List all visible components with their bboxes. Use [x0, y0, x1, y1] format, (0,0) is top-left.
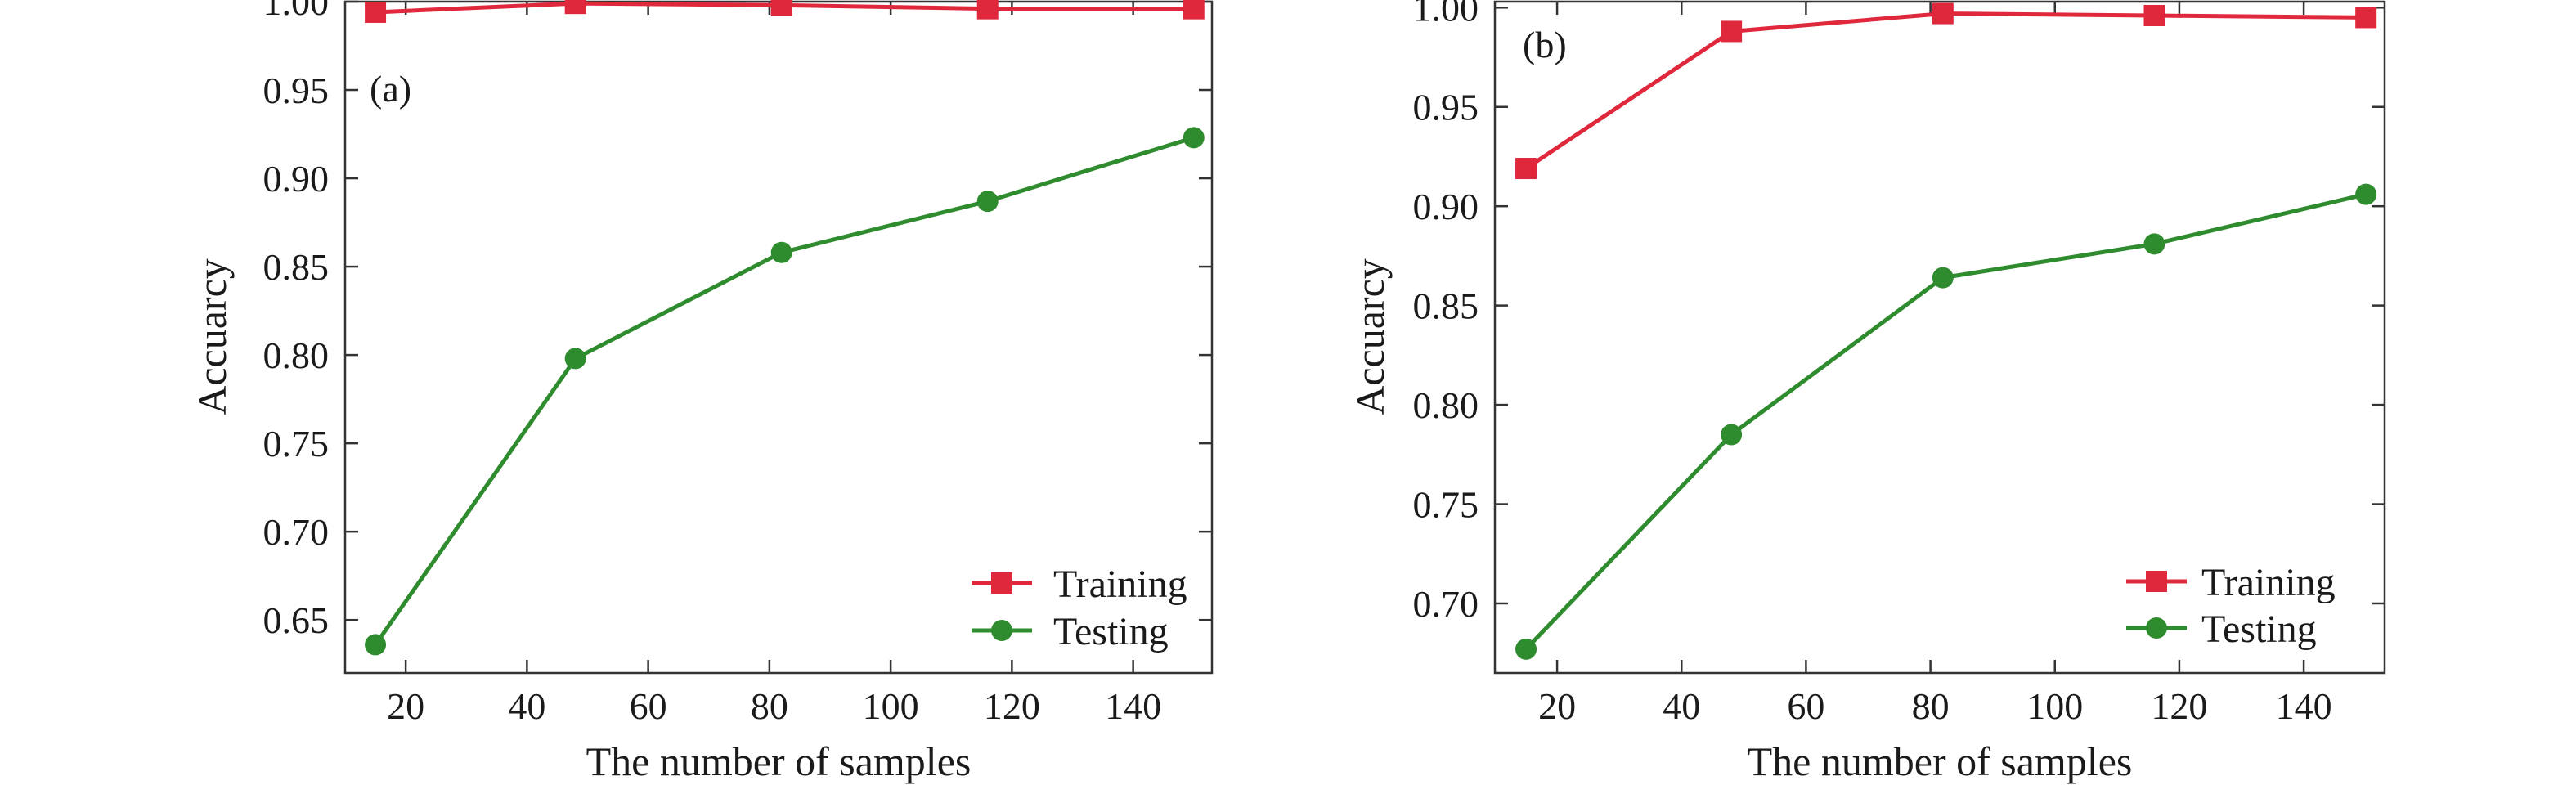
axis-ticks	[1495, 2, 2385, 673]
data-point-training	[1183, 0, 1205, 20]
legend-item-testing: Testing	[972, 610, 1169, 653]
y-tick-label: 0.80	[263, 334, 330, 376]
legend-marker-testing	[991, 620, 1012, 641]
data-point-training	[770, 0, 792, 16]
y-tick-label: 0.75	[1413, 484, 1479, 526]
legend-marker-training	[2146, 571, 2167, 592]
x-axis-title: The number of samples	[586, 738, 972, 784]
legend: Training Testing	[972, 563, 1187, 653]
data-point-testing	[1932, 267, 1954, 289]
data-point-testing	[365, 634, 387, 656]
y-tick-label: 0.85	[1413, 285, 1479, 327]
data-point-testing	[770, 241, 792, 263]
x-tick-label: 100	[2026, 685, 2083, 727]
y-tick-label: 0.90	[263, 158, 330, 200]
data-point-training	[1932, 2, 1954, 25]
x-tick-label: 80	[1912, 685, 1950, 727]
x-tick-label: 140	[1105, 685, 1161, 727]
legend-item-training: Training	[972, 563, 1187, 606]
y-tick-label: 0.85	[263, 246, 330, 288]
series-group	[1515, 2, 2377, 660]
series-group	[365, 0, 1205, 656]
x-tick-label: 40	[508, 685, 545, 727]
x-tick-label: 100	[863, 685, 919, 727]
y-tick-label: 0.90	[1413, 186, 1479, 227]
chart-panel-a: 20 40 60 80 100 120 140 0.650.700.750.800.850.…	[189, 0, 1214, 784]
y-tick-labels: 0.70 0.75 0.80 0.85 0.90 0.95 1.00	[1413, 0, 1479, 625]
legend-label-training: Training	[1053, 563, 1187, 606]
legend-marker-training	[991, 572, 1012, 594]
legend-item-training: Training	[2126, 561, 2336, 604]
x-tick-label: 120	[2151, 685, 2207, 727]
y-tick-label: 0.75	[263, 423, 330, 464]
data-point-training	[2355, 7, 2377, 29]
y-tick-label: 0.80	[1413, 384, 1479, 426]
y-tick-label: 0.95	[1413, 87, 1479, 128]
legend-label-testing: Testing	[2201, 608, 2317, 651]
x-tick-labels: 20 40 60 80 100 120 140	[387, 685, 1161, 727]
y-tick-label: 0.70	[263, 511, 330, 553]
y-tick-labels: 0.65 0.70 0.75 0.80 0.85 0.90 0.95 1.00	[263, 0, 330, 641]
legend: Training Testing	[2126, 561, 2336, 651]
data-point-testing	[2143, 233, 2165, 255]
legend-label-training: Training	[2201, 561, 2336, 604]
y-tick-label: 0.65	[263, 599, 330, 641]
series-line-training	[1524, 11, 2367, 171]
data-point-testing	[2355, 183, 2377, 205]
legend-label-testing: Testing	[1053, 610, 1169, 653]
x-axis-title: The number of samples	[1748, 738, 2133, 784]
y-axis-title: Accuarcy	[1347, 258, 1393, 415]
data-point-training	[564, 0, 586, 15]
x-tick-label: 140	[2276, 685, 2332, 727]
panel-label: (b)	[1523, 24, 1567, 65]
y-tick-label: 1.00	[1413, 0, 1479, 29]
data-point-testing	[976, 191, 999, 213]
chart-panel-b: 20 40 60 80 100 120 140 0.700.750.800.850.900.…	[1347, 0, 2386, 784]
legend-marker-testing	[2146, 617, 2167, 639]
data-point-training	[1515, 158, 1537, 180]
y-tick-label: 0.95	[263, 70, 330, 111]
x-tick-label: 60	[630, 685, 667, 727]
x-tick-label: 80	[751, 685, 788, 727]
x-tick-label: 40	[1663, 685, 1700, 727]
data-point-testing	[1515, 638, 1537, 660]
x-tick-label: 20	[387, 685, 424, 727]
axis-ticks	[345, 0, 1212, 673]
legend-item-testing: Testing	[2126, 608, 2317, 651]
y-tick-label: 1.00	[263, 0, 330, 23]
y-axis-title: Accuarcy	[189, 258, 235, 415]
x-tick-label: 60	[1787, 685, 1824, 727]
data-point-training	[2143, 5, 2165, 27]
x-tick-label: 120	[984, 685, 1040, 727]
data-point-training	[1721, 20, 1743, 43]
data-point-training	[976, 0, 999, 20]
data-point-testing	[1721, 424, 1743, 446]
data-point-testing	[564, 348, 586, 370]
plot-frame	[1493, 0, 2386, 675]
y-tick-label: 0.70	[1413, 583, 1479, 625]
x-tick-labels: 20 40 60 80 100 120 140	[1538, 685, 2332, 727]
x-tick-label: 20	[1538, 685, 1576, 727]
panel-label: (a)	[370, 68, 411, 110]
data-point-training	[365, 1, 387, 23]
data-point-testing	[1183, 127, 1205, 149]
